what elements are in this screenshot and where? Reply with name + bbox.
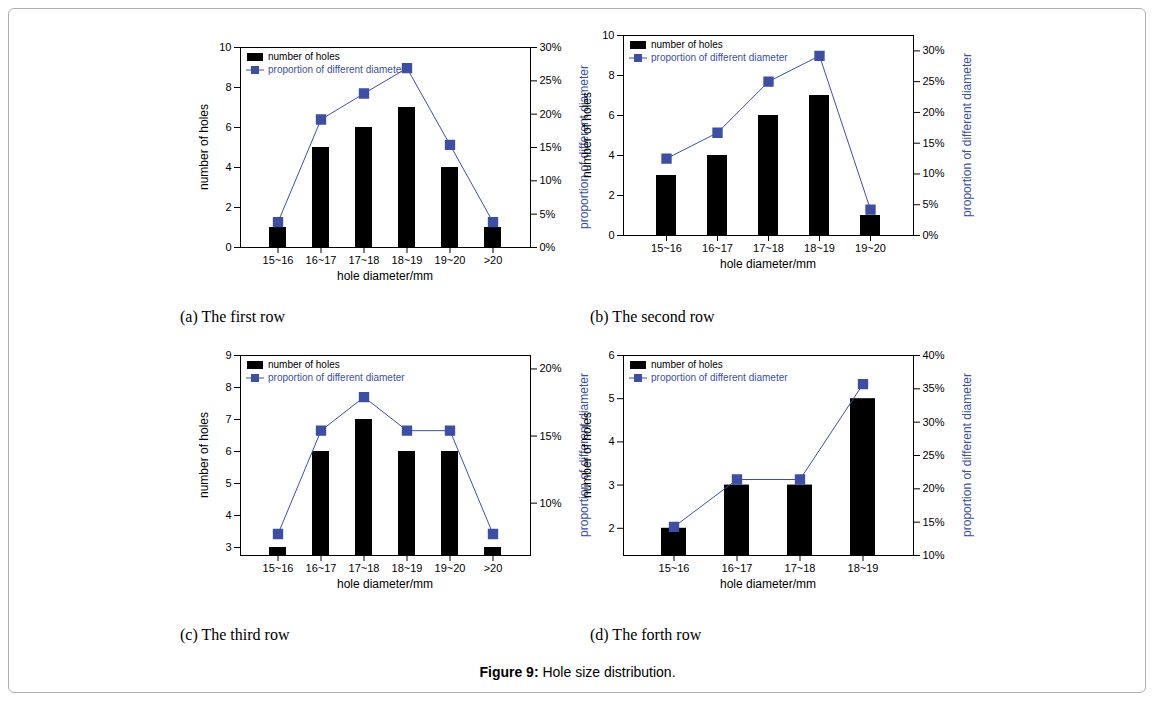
svg-text:10%: 10% (923, 549, 945, 561)
svg-text:19~20: 19~20 (435, 562, 466, 574)
svg-text:6: 6 (225, 121, 231, 133)
svg-text:16~17: 16~17 (702, 242, 733, 254)
svg-text:2: 2 (608, 189, 614, 201)
svg-text:30%: 30% (923, 416, 945, 428)
svg-text:0: 0 (225, 241, 231, 253)
html-text:proportion of different diamet: proportion of different diameter (268, 372, 405, 383)
svg-text:10%: 10% (540, 174, 562, 186)
svg-text:30%: 30% (923, 44, 945, 56)
svg-text:>20: >20 (484, 562, 503, 574)
svg-text:15%: 15% (540, 141, 562, 153)
svg-text:15~16: 15~16 (263, 562, 294, 574)
html-text:(b) The second row: (b) The second row (590, 308, 715, 325)
svg-text:4: 4 (608, 149, 614, 161)
html-text:number of holes: number of holes (268, 359, 340, 370)
html-text:proportion of different diamet: proportion of different diameter (577, 373, 591, 537)
svg-text:8: 8 (225, 381, 231, 393)
svg-text:5%: 5% (540, 208, 556, 220)
html-text:number of holes: number of holes (197, 104, 211, 190)
svg-text:10%: 10% (923, 167, 945, 179)
html-text:hole diameter/mm: hole diameter/mm (337, 577, 433, 591)
svg-text:5: 5 (608, 392, 614, 404)
svg-text:2: 2 (608, 522, 614, 534)
svg-text:0%: 0% (540, 241, 556, 253)
html-text:number of holes: number of holes (651, 39, 723, 50)
svg-text:17~18: 17~18 (349, 254, 380, 266)
svg-text:8: 8 (225, 81, 231, 93)
html-text:proportion of different diamet: proportion of different diameter (268, 64, 405, 75)
svg-text:2: 2 (225, 201, 231, 213)
svg-text:8: 8 (608, 69, 614, 81)
svg-text:4: 4 (225, 161, 231, 173)
html-text:(c) The third row: (c) The third row (180, 626, 290, 643)
html-text:proportion of different diamet: proportion of different diameter (651, 372, 788, 383)
svg-text:15~16: 15~16 (263, 254, 294, 266)
html-text:number of holes: number of holes (197, 412, 211, 498)
html-text:proportion of different diamet: proportion of different diameter (651, 52, 788, 63)
svg-text:0: 0 (608, 229, 614, 241)
html-text:number of holes: number of holes (651, 359, 723, 370)
svg-text:17~18: 17~18 (753, 242, 784, 254)
svg-text:35%: 35% (923, 382, 945, 394)
svg-text:20%: 20% (923, 482, 945, 494)
html-text:(a) The first row: (a) The first row (180, 308, 285, 325)
svg-text:18~19: 18~19 (392, 254, 423, 266)
svg-text:3: 3 (608, 479, 614, 491)
html-text:hole diameter/mm: hole diameter/mm (337, 269, 433, 283)
svg-text:16~17: 16~17 (306, 562, 337, 574)
svg-text:17~18: 17~18 (785, 562, 816, 574)
svg-text:30%: 30% (540, 41, 562, 53)
svg-text:19~20: 19~20 (855, 242, 886, 254)
svg-text:5: 5 (225, 477, 231, 489)
svg-text:10%: 10% (540, 497, 562, 509)
svg-text:6: 6 (608, 349, 614, 361)
svg-text:3: 3 (225, 541, 231, 553)
svg-text:6: 6 (608, 109, 614, 121)
html-text:(d) The forth row: (d) The forth row (590, 626, 702, 643)
svg-text:15~16: 15~16 (651, 242, 682, 254)
svg-text:20%: 20% (540, 108, 562, 120)
svg-text:17~18: 17~18 (349, 562, 380, 574)
html-text:proportion of different diamet: proportion of different diameter (577, 65, 591, 229)
html-text:hole diameter/mm: hole diameter/mm (720, 577, 816, 591)
svg-text:10: 10 (602, 29, 614, 41)
html-text:proportion of different diamet: proportion of different diameter (960, 373, 974, 537)
svg-text:5%: 5% (923, 198, 939, 210)
html-text:number of holes: number of holes (268, 51, 340, 62)
svg-text:4: 4 (608, 435, 614, 447)
svg-text:20%: 20% (923, 106, 945, 118)
svg-text:0%: 0% (923, 229, 939, 241)
svg-text:25%: 25% (923, 75, 945, 87)
svg-text:25%: 25% (923, 449, 945, 461)
svg-text:18~19: 18~19 (804, 242, 835, 254)
svg-text:25%: 25% (540, 74, 562, 86)
svg-text:15~16: 15~16 (659, 562, 690, 574)
svg-text:18~19: 18~19 (848, 562, 879, 574)
html-text:Figure 9: Hole size distributi: Figure 9: Hole size distribution. (479, 664, 676, 680)
html-text:number of holes: number of holes (580, 92, 594, 178)
svg-text:16~17: 16~17 (722, 562, 753, 574)
svg-text:>20: >20 (484, 254, 503, 266)
svg-text:40%: 40% (923, 349, 945, 361)
svg-text:9: 9 (225, 349, 231, 361)
html-text:number of holes: number of holes (580, 412, 594, 498)
svg-text:10: 10 (219, 41, 231, 53)
svg-text:6: 6 (225, 445, 231, 457)
svg-text:4: 4 (225, 509, 231, 521)
svg-text:20%: 20% (540, 362, 562, 374)
html-text:proportion of different diamet: proportion of different diameter (960, 53, 974, 217)
svg-text:7: 7 (225, 413, 231, 425)
svg-text:16~17: 16~17 (306, 254, 337, 266)
svg-text:18~19: 18~19 (392, 562, 423, 574)
svg-text:15%: 15% (540, 430, 562, 442)
svg-text:15%: 15% (923, 137, 945, 149)
html-text:hole diameter/mm: hole diameter/mm (720, 257, 816, 271)
svg-text:19~20: 19~20 (435, 254, 466, 266)
svg-text:15%: 15% (923, 516, 945, 528)
